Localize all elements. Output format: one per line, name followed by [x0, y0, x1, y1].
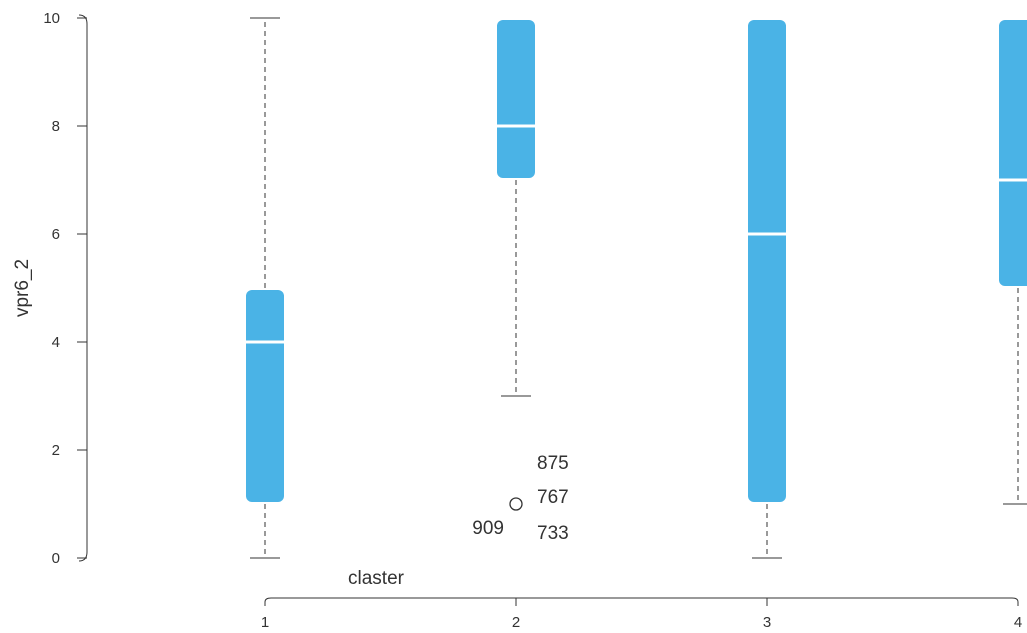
x-axis-line — [264, 597, 1019, 606]
box-group-4 — [999, 20, 1027, 505]
x-tick-label-2: 2 — [512, 614, 520, 631]
y-axis-line — [78, 14, 88, 562]
y-tick-label-6: 6 — [52, 226, 60, 243]
outlier-label-909: 909 — [472, 518, 504, 539]
box-group-2 — [497, 20, 535, 397]
box-3 — [748, 20, 786, 502]
y-axis-title: vpr6_2 — [12, 259, 33, 317]
outlier-point-2 — [509, 497, 523, 511]
box-1 — [246, 290, 284, 502]
y-tick-label-4: 4 — [52, 334, 60, 351]
x-tick-label-4: 4 — [1014, 614, 1022, 631]
x-axis: 1 2 3 4 — [261, 597, 1022, 631]
box-group-3 — [748, 20, 786, 559]
y-tick-label-10: 10 — [43, 10, 60, 27]
box-group-1 — [246, 17, 284, 559]
box-2 — [497, 20, 535, 178]
box-4 — [999, 20, 1027, 286]
outlier-label-875: 875 — [537, 453, 569, 474]
x-axis-title: claster — [348, 568, 405, 589]
y-axis: 0 2 4 6 8 10 — [43, 10, 88, 567]
x-tick-label-1: 1 — [261, 614, 269, 631]
outlier-label-767: 767 — [537, 487, 569, 508]
y-tick-label-8: 8 — [52, 118, 60, 135]
y-tick-label-0: 0 — [52, 550, 60, 567]
outlier-label-733: 733 — [537, 523, 569, 544]
x-tick-label-3: 3 — [763, 614, 771, 631]
y-tick-label-2: 2 — [52, 442, 60, 459]
plot-area: 909 875 767 733 — [246, 17, 1027, 559]
